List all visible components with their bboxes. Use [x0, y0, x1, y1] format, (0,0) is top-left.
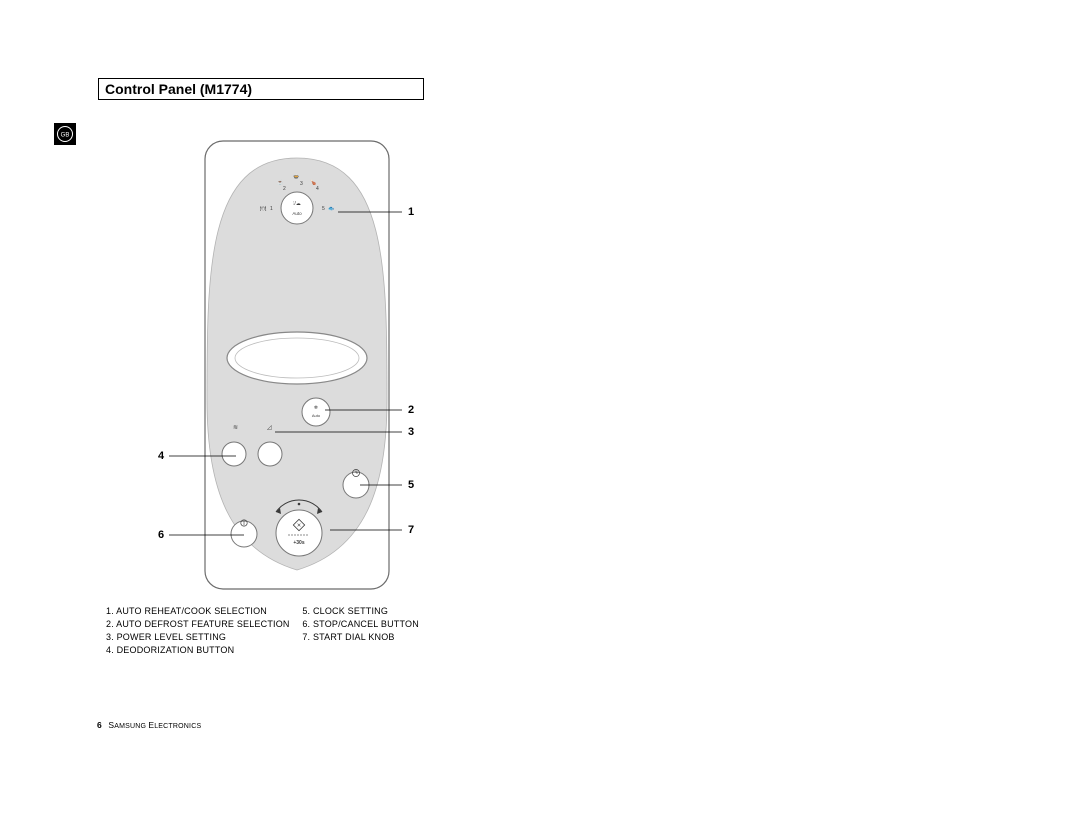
page: Control Panel (M1774) GB ⫶/☁ Auto [0, 0, 1080, 813]
leader-lines [0, 0, 1080, 813]
callout-1: 1 [408, 206, 414, 218]
svg-text:5: 5 [322, 206, 325, 212]
fish-icon: 🐟 [328, 206, 334, 212]
plate-icon: 🍽 [260, 205, 267, 212]
callout-5: 5 [408, 479, 414, 491]
callout-3: 3 [408, 426, 414, 438]
page-footer: 6 SAMSUNG ELECTRONICS [97, 720, 201, 730]
legend-item-5: 5. CLOCK SETTING [302, 605, 419, 618]
gb-text: GB [61, 133, 70, 139]
auto-label: Auto [292, 211, 302, 216]
svg-text:2: 2 [283, 186, 286, 192]
language-badge: GB [54, 123, 76, 145]
callout-6: 6 [158, 529, 164, 541]
section-title: Control Panel (M1774) [98, 78, 424, 100]
callout-7: 7 [408, 524, 414, 536]
legend-item-1: 1. AUTO REHEAT/COOK SELECTION [106, 605, 290, 618]
deodorize-icon: ≋ [233, 425, 238, 431]
deodorization-button [222, 442, 246, 466]
legend-item-2: 2. AUTO DEFROST FEATURE SELECTION [106, 618, 290, 631]
callout-4: 4 [158, 450, 164, 462]
legend-item-6: 6. STOP/CANCEL BUTTON [302, 618, 419, 631]
svg-text:4: 4 [316, 186, 319, 192]
legend: 1. AUTO REHEAT/COOK SELECTION 2. AUTO DE… [106, 605, 419, 657]
legend-col-1: 1. AUTO REHEAT/COOK SELECTION 2. AUTO DE… [106, 605, 290, 657]
callout-2: 2 [408, 404, 414, 416]
chicken-icon: 🍗 [310, 179, 316, 186]
gb-icon: GB [56, 125, 74, 143]
auto-reheat-dial: ⫶/☁ Auto [281, 192, 313, 224]
cup-icon: ☕ [277, 179, 283, 186]
defrost-icon: ❄ [314, 405, 318, 411]
svg-text:⫶/☁: ⫶/☁ [293, 201, 301, 207]
publisher: SAMSUNG ELECTRONICS [108, 721, 201, 730]
page-number: 6 [97, 720, 102, 730]
power-level-button [258, 442, 282, 466]
power-icon: ◿ [267, 425, 272, 431]
pot-icon: 🍲 [293, 173, 299, 180]
legend-item-7: 7. START DIAL KNOB [302, 631, 419, 644]
svg-text:1: 1 [270, 206, 273, 212]
legend-item-4: 4. DEODORIZATION BUTTON [106, 644, 290, 657]
auto2-label: Auto [312, 413, 321, 418]
display-ellipse [227, 332, 367, 384]
control-panel-diagram: ⫶/☁ Auto ☕ 🍲 🍗 🍽 🐟 1 2 3 4 5 [204, 140, 390, 590]
legend-col-2: 5. CLOCK SETTING 6. STOP/CANCEL BUTTON 7… [302, 605, 419, 644]
svg-text:3: 3 [300, 181, 303, 187]
auto-defrost-button: ❄ Auto [302, 398, 330, 426]
legend-item-3: 3. POWER LEVEL SETTING [106, 631, 290, 644]
plus30-label: +30s [293, 540, 304, 546]
